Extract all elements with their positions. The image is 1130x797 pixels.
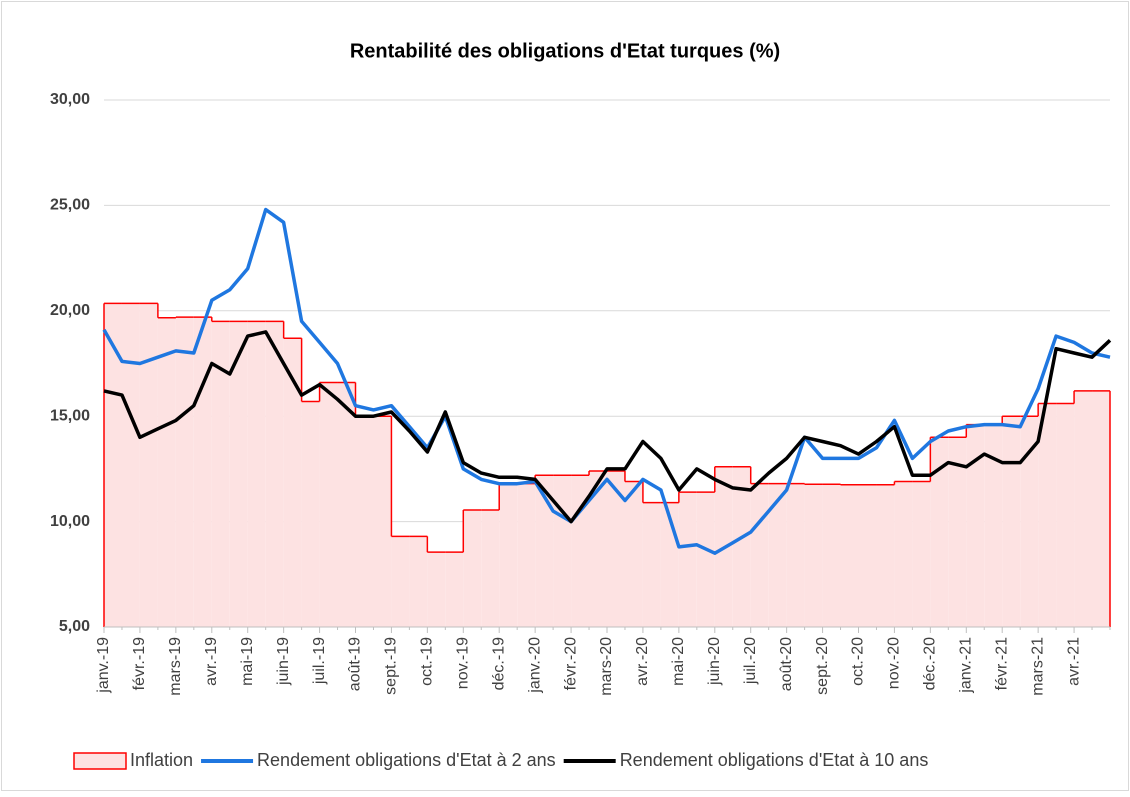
inflation-step — [1038, 403, 1057, 627]
x-tick-label: sept.-20 — [814, 637, 831, 695]
inflation-step — [319, 382, 338, 627]
inflation-step — [1074, 390, 1093, 627]
x-tick-label: oct.-20 — [850, 637, 867, 686]
inflation-step — [337, 382, 356, 627]
inflation-step — [463, 510, 482, 627]
x-tick-label: déc.-19 — [490, 637, 507, 690]
y-tick-label: 5,00 — [59, 618, 90, 635]
inflation-step — [858, 484, 877, 627]
inflation-step — [786, 483, 805, 627]
x-tick-label: juil.-20 — [742, 637, 759, 685]
x-tick-label: août-19 — [347, 637, 364, 691]
inflation-step — [607, 471, 625, 627]
x-tick-label: janv.-21 — [958, 637, 975, 694]
legend-label: Inflation — [130, 750, 193, 770]
inflation-step — [247, 321, 266, 627]
y-tick-label: 25,00 — [50, 197, 90, 214]
inflation-step — [768, 483, 787, 627]
inflation-step — [804, 484, 823, 627]
inflation-step — [104, 303, 122, 627]
y-tick-label: 30,00 — [50, 91, 90, 108]
inflation-step — [409, 536, 428, 627]
x-tick-label: févr.-20 — [562, 637, 579, 690]
x-tick-label: juil.-19 — [311, 637, 328, 685]
inflation-step — [822, 484, 841, 627]
x-tick-label: avr.-20 — [634, 637, 651, 686]
legend-label: Rendement obligations d'Etat à 10 ans — [620, 750, 929, 770]
y-tick-label: 15,00 — [50, 407, 90, 424]
inflation-step — [589, 471, 607, 627]
inflation-step — [930, 437, 949, 627]
inflation-step — [876, 484, 895, 627]
inflation-step — [750, 483, 769, 627]
x-tick-label: nov.-20 — [886, 637, 903, 689]
y-tick-label: 10,00 — [50, 513, 90, 530]
inflation-step — [157, 317, 176, 627]
inflation-step — [121, 303, 140, 627]
legend-label: Rendement obligations d'Etat à 2 ans — [257, 750, 556, 770]
inflation-step — [355, 416, 374, 627]
x-tick-label: juin-20 — [706, 637, 723, 686]
inflation-step — [948, 437, 967, 627]
x-tick-label: avr.-21 — [1065, 637, 1082, 686]
x-tick-label: mars-19 — [167, 637, 184, 696]
inflation-step — [481, 510, 500, 627]
inflation-step — [1092, 390, 1110, 627]
inflation-step — [229, 321, 248, 627]
inflation-step — [211, 321, 230, 627]
inflation-step — [427, 552, 446, 627]
inflation-step — [696, 492, 715, 627]
inflation-step — [642, 502, 661, 627]
inflation-step — [553, 475, 572, 627]
inflation-step — [445, 552, 464, 627]
inflation-step — [499, 483, 518, 627]
x-tick-label: mars-20 — [598, 637, 615, 696]
inflation-step — [265, 321, 284, 627]
series-line — [102, 207, 1111, 555]
x-tick-label: août-20 — [778, 637, 795, 691]
inflation-step — [624, 481, 643, 627]
series-line — [103, 330, 1112, 524]
inflation-step — [373, 416, 392, 627]
x-tick-label: oct.-19 — [419, 637, 436, 686]
x-tick-label: juin-19 — [275, 637, 292, 686]
inflation-step — [193, 317, 212, 627]
inflation-step — [1020, 416, 1039, 627]
x-tick-label: févr.-19 — [131, 637, 148, 690]
inflation-step — [984, 424, 1003, 627]
y-tick-label: 20,00 — [50, 302, 90, 319]
x-tick-label: déc.-20 — [922, 637, 939, 690]
x-tick-label: mai-19 — [239, 637, 256, 686]
inflation-step — [301, 401, 320, 627]
x-tick-label: mai-20 — [670, 637, 687, 686]
inflation-step — [912, 481, 931, 627]
inflation-step — [391, 536, 410, 627]
x-tick-label: sept.-19 — [383, 637, 400, 695]
inflation-step — [840, 484, 859, 627]
x-tick-label: mars-21 — [1029, 637, 1046, 696]
x-tick-label: janv.-20 — [526, 637, 543, 694]
x-tick-label: nov.-19 — [455, 637, 472, 689]
inflation-step — [283, 338, 302, 627]
legend-swatch — [73, 752, 127, 770]
inflation-step — [175, 317, 194, 627]
inflation-step — [732, 466, 751, 627]
x-tick-label: févr.-21 — [993, 637, 1010, 690]
x-tick-label: janv.-19 — [95, 637, 112, 694]
chart-title: Rentabilité des obligations d'Etat turqu… — [350, 40, 780, 62]
inflation-step — [139, 303, 158, 627]
inflation-step — [894, 481, 913, 627]
inflation-step — [678, 492, 697, 627]
x-tick-label: avr.-19 — [203, 637, 220, 686]
inflation-step — [966, 424, 985, 627]
inflation-step — [1056, 403, 1075, 627]
inflation-step — [535, 475, 554, 627]
inflation-step — [517, 483, 536, 627]
inflation-step — [1002, 416, 1021, 627]
